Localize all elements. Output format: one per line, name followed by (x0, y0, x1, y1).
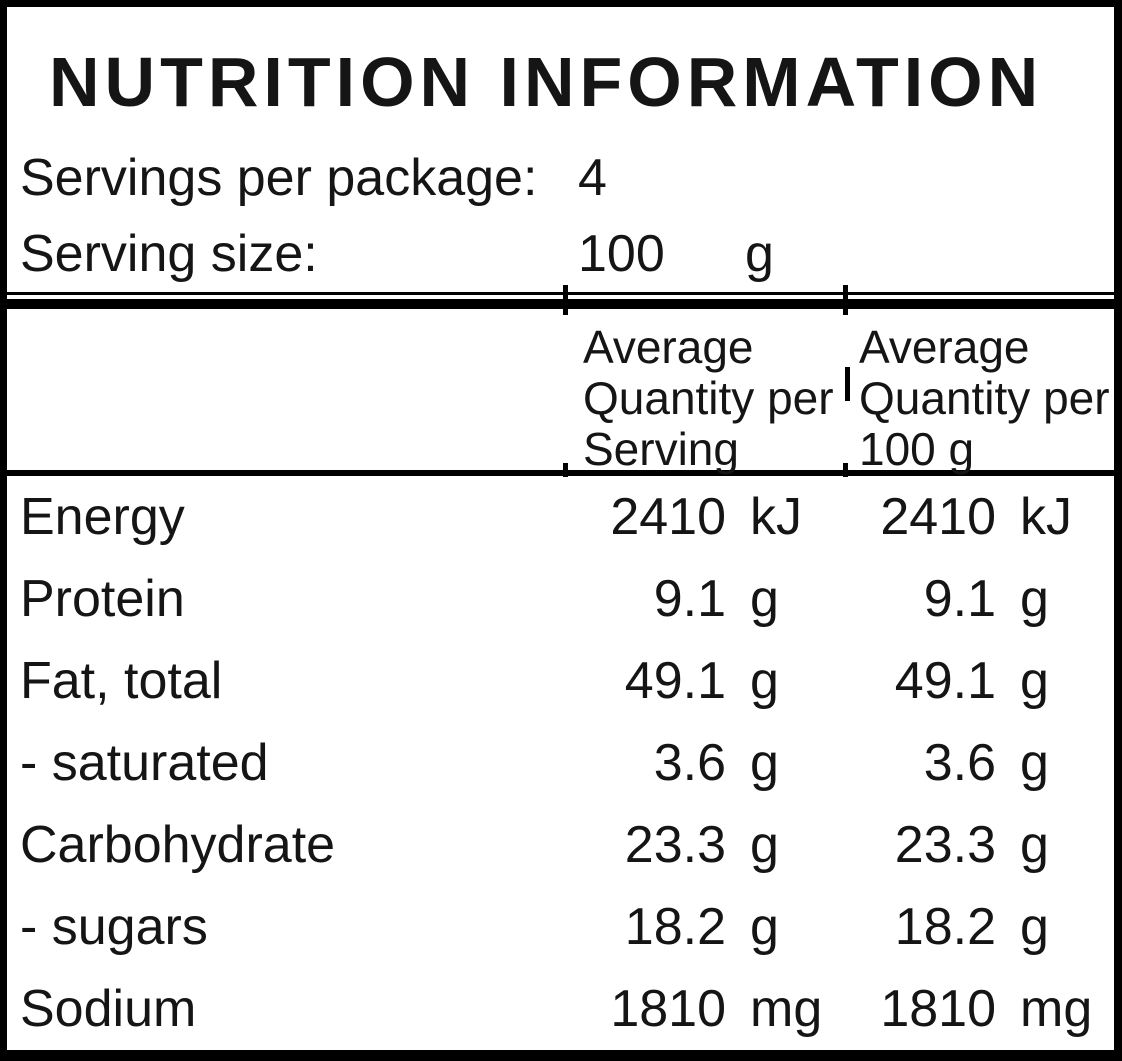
per-100g-value: 49.1 (894, 652, 996, 710)
per-serving-value: 23.3 (624, 816, 726, 874)
table-row-carbohydrate: Carbohydrate 23.3 g 23.3 g (7, 804, 1114, 886)
per-100g-value: 23.3 (894, 816, 996, 874)
per-100g-unit: g (1020, 898, 1049, 956)
per-100g-unit: g (1020, 570, 1049, 628)
per-serving-cell: 23.3 g (565, 815, 845, 875)
column-divider-mark (563, 285, 568, 315)
per-100g-value: 1810 (880, 980, 996, 1038)
per-100g-cell: 23.3 g (845, 815, 1114, 875)
per-serving-value: 1810 (610, 980, 726, 1038)
per-100g-cell: 1810 mg (845, 979, 1114, 1039)
per-serving-unit: g (750, 570, 779, 628)
column-divider-mark (843, 285, 848, 315)
per-100g-cell: 49.1 g (845, 651, 1114, 711)
per-100g-cell: 3.6 g (845, 733, 1114, 793)
panel-title: NUTRITION INFORMATION (49, 42, 1044, 121)
column-divider-mark (843, 463, 848, 477)
per-100g-cell: 9.1 g (845, 569, 1114, 629)
serving-size-label: Serving size: (20, 225, 318, 283)
header-per-serving-column: Average Quantity per Serving (583, 321, 834, 475)
per-100g-value: 2410 (880, 488, 996, 546)
nutrient-name: - sugars (20, 898, 208, 956)
double-rule-divider (7, 292, 1114, 309)
per-100g-unit: g (1020, 652, 1049, 710)
per-100g-value: 18.2 (894, 898, 996, 956)
per-serving-cell: 1810 mg (565, 979, 845, 1039)
nutrient-name: - saturated (20, 734, 269, 792)
nutrient-name: Protein (20, 570, 185, 628)
table-row-fat-total: Fat, total 49.1 g 49.1 g (7, 640, 1114, 722)
table-row-energy: Energy 2410 kJ 2410 kJ (7, 476, 1114, 558)
per-100g-unit: kJ (1020, 488, 1072, 546)
per-serving-cell: 18.2 g (565, 897, 845, 957)
per-serving-value: 3.6 (653, 734, 726, 792)
per-serving-cell: 49.1 g (565, 651, 845, 711)
servings-per-package-value: 4 (578, 149, 607, 207)
nutrient-table-body: Energy 2410 kJ 2410 kJ Protein 9.1 g 9.1… (7, 476, 1114, 1050)
header-per-100g-column: Average Quantity per 100 g (859, 321, 1110, 475)
per-serving-value: 49.1 (624, 652, 726, 710)
per-serving-unit: g (750, 816, 779, 874)
per-serving-cell: 3.6 g (565, 733, 845, 793)
per-100g-cell: 2410 kJ (845, 487, 1114, 547)
servings-per-package-row: Servings per package: 4 (7, 140, 1114, 216)
table-row-sodium: Sodium 1810 mg 1810 mg (7, 968, 1114, 1050)
column-divider-mark (563, 463, 568, 477)
per-100g-unit: g (1020, 734, 1049, 792)
per-serving-cell: 2410 kJ (565, 487, 845, 547)
table-row-protein: Protein 9.1 g 9.1 g (7, 558, 1114, 640)
per-100g-unit: g (1020, 816, 1049, 874)
table-row-sugars: - sugars 18.2 g 18.2 g (7, 886, 1114, 968)
per-serving-cell: 9.1 g (565, 569, 845, 629)
per-100g-unit: mg (1020, 980, 1093, 1038)
nutrient-name: Carbohydrate (20, 816, 336, 874)
table-header-row: Average Quantity per Serving Average Qua… (7, 309, 1114, 475)
servings-per-package-label: Servings per package: (20, 149, 538, 207)
per-100g-cell: 18.2 g (845, 897, 1114, 957)
column-divider-mark (845, 367, 850, 401)
per-serving-value: 18.2 (624, 898, 726, 956)
per-serving-unit: g (750, 898, 779, 956)
serving-size-row: Serving size: 100 g (7, 216, 1114, 292)
per-serving-value: 9.1 (653, 570, 726, 628)
per-serving-unit: kJ (750, 488, 802, 546)
table-row-saturated: - saturated 3.6 g 3.6 g (7, 722, 1114, 804)
header-bottom-rule (7, 470, 1114, 476)
per-100g-value: 9.1 (923, 570, 996, 628)
header-nutrient-column (7, 322, 565, 470)
per-serving-unit: g (750, 652, 779, 710)
per-100g-value: 3.6 (923, 734, 996, 792)
per-serving-value: 2410 (610, 488, 726, 546)
serving-size-value: 100 (578, 225, 665, 283)
nutrient-name: Fat, total (20, 652, 223, 710)
nutrient-name: Sodium (20, 980, 197, 1038)
per-serving-unit: mg (750, 980, 823, 1038)
nutrient-name: Energy (20, 488, 185, 546)
serving-size-unit: g (745, 225, 774, 283)
per-serving-unit: g (750, 734, 779, 792)
